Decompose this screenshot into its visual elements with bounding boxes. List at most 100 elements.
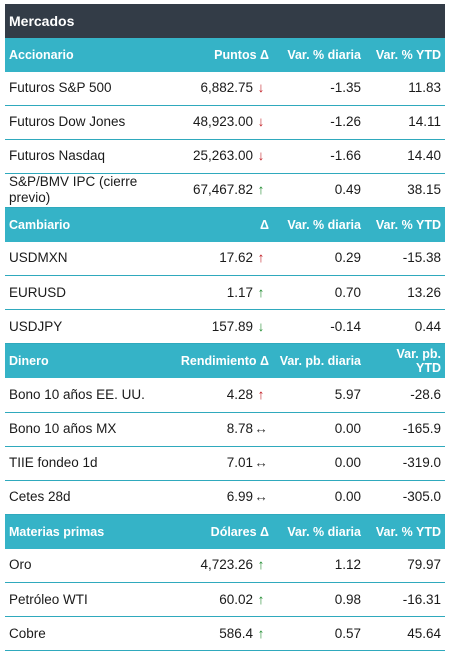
value-cell: 6.99↔ — [163, 480, 273, 515]
value-cell: 157.89 ↓ — [163, 309, 273, 344]
ytd-change: 11.83 — [365, 72, 445, 106]
instrument-name: Oro — [5, 548, 163, 583]
value-cell: 1.17 ↑ — [163, 275, 273, 310]
table-row: Cetes 28d 6.99↔ 0.00 -305.0 — [5, 480, 445, 515]
value-cell: 6,882.75 ↓ — [163, 72, 273, 106]
value-cell: 8.78↔ — [163, 412, 273, 447]
value: 586.4 — [219, 625, 253, 641]
markets-table: Accionario Puntos Δ Var. % diaria Var. % YT… — [5, 38, 445, 651]
flat-arrow-icon: ↔ — [254, 489, 268, 504]
column-header: Dólares Δ — [163, 514, 273, 549]
instrument-name: Futuros Nasdaq — [5, 139, 163, 174]
value: 157.89 — [211, 318, 253, 334]
section-header-accionario: Accionario Puntos Δ Var. % diaria Var. % YT… — [5, 38, 445, 72]
daily-change: -1.35 — [273, 72, 365, 106]
instrument-name: S&P/BMV IPC (cierre previo) — [5, 173, 163, 208]
up-arrow-icon: ↑ — [257, 557, 265, 573]
down-arrow-icon: ↓ — [257, 80, 265, 96]
daily-change: -1.66 — [273, 139, 365, 174]
column-header: Dinero — [5, 343, 163, 378]
column-header: Var. % YTD — [365, 38, 445, 72]
table-row: Petróleo WTI 60.02 ↑ 0.98 -16.31 — [5, 582, 445, 617]
instrument-name: EURUSD — [5, 275, 163, 310]
flat-arrow-icon: ↔ — [254, 455, 268, 470]
table-row: Bono 10 años MX 8.78↔ 0.00 -165.9 — [5, 412, 445, 447]
ytd-change: -305.0 — [365, 480, 445, 515]
instrument-name: Petróleo WTI — [5, 582, 163, 617]
column-header: Cambiario — [5, 207, 163, 242]
markets-panel: Mercados Accionario Puntos Δ Var. % diaria… — [5, 4, 445, 651]
value-cell: 48,923.00 ↓ — [163, 105, 273, 140]
value: 60.02 — [219, 591, 253, 607]
ytd-change: 79.97 — [365, 548, 445, 583]
ytd-change: 38.15 — [365, 173, 445, 208]
up-arrow-icon: ↑ — [257, 250, 265, 266]
table-row: TIIE fondeo 1d 7.01↔ 0.00 -319.0 — [5, 446, 445, 481]
column-header: Var. % YTD — [365, 514, 445, 549]
daily-change: -0.14 — [273, 309, 365, 344]
daily-change: 0.00 — [273, 446, 365, 481]
ytd-change: -28.6 — [365, 378, 445, 413]
instrument-name: Futuros Dow Jones — [5, 105, 163, 140]
column-header: Var. % diaria — [273, 514, 365, 549]
value: 4,723.26 — [200, 557, 253, 573]
value-cell: 60.02 ↑ — [163, 582, 273, 617]
daily-change: 0.00 — [273, 412, 365, 447]
value-cell: 67,467.82 ↑ — [163, 173, 273, 208]
value-cell: 586.4 ↑ — [163, 616, 273, 651]
column-header: Var. % diaria — [273, 207, 365, 242]
column-header: Var. pb. YTD — [365, 343, 445, 378]
table-row: Futuros S&P 500 6,882.75 ↓ -1.35 11.83 — [5, 72, 445, 106]
section-header-cambiario: Cambiario Δ Var. % diaria Var. % YTD — [5, 207, 445, 242]
value: 17.62 — [219, 250, 253, 266]
daily-change: 0.49 — [273, 173, 365, 208]
flat-arrow-icon: ↔ — [254, 421, 268, 436]
up-arrow-icon: ↑ — [257, 386, 265, 402]
up-arrow-icon: ↑ — [257, 284, 265, 300]
ytd-change: 13.26 — [365, 275, 445, 310]
instrument-name: Bono 10 años MX — [5, 412, 163, 447]
value: 7.01 — [226, 455, 253, 470]
column-header: Rendimiento Δ — [163, 343, 273, 378]
section-header-dinero: Dinero Rendimiento Δ Var. pb. diaria Var. p… — [5, 343, 445, 378]
table-row: Bono 10 años EE. UU. 4.28 ↑ 5.97 -28.6 — [5, 378, 445, 413]
value-cell: 7.01↔ — [163, 446, 273, 481]
daily-change: 1.12 — [273, 548, 365, 583]
down-arrow-icon: ↓ — [257, 318, 265, 334]
column-header: Puntos Δ — [163, 38, 273, 72]
value: 67,467.82 — [192, 182, 253, 197]
daily-change: 0.29 — [273, 241, 365, 276]
daily-change: 0.70 — [273, 275, 365, 310]
up-arrow-icon: ↑ — [257, 625, 265, 641]
ytd-change: -15.38 — [365, 241, 445, 276]
value-cell: 4,723.26 ↑ — [163, 548, 273, 583]
instrument-name: Futuros S&P 500 — [5, 72, 163, 106]
value: 8.78 — [226, 421, 253, 436]
daily-change: 0.57 — [273, 616, 365, 651]
value: 6.99 — [226, 489, 253, 504]
ytd-change: -165.9 — [365, 412, 445, 447]
column-header: Accionario — [5, 38, 163, 72]
ytd-change: 14.40 — [365, 139, 445, 174]
value: 6,882.75 — [200, 80, 253, 96]
column-header: Var. pb. diaria — [273, 343, 365, 378]
daily-change: 0.98 — [273, 582, 365, 617]
value: 48,923.00 — [192, 114, 253, 129]
instrument-name: USDMXN — [5, 241, 163, 276]
table-row: USDMXN 17.62 ↑ 0.29 -15.38 — [5, 241, 445, 276]
instrument-name: Cobre — [5, 616, 163, 651]
up-arrow-icon: ↑ — [257, 182, 265, 197]
column-header: Var. % diaria — [273, 38, 365, 72]
value: 4.28 — [226, 386, 253, 402]
column-header: Materias primas — [5, 514, 163, 549]
column-header: Δ — [163, 207, 273, 242]
daily-change: 5.97 — [273, 378, 365, 413]
table-row: USDJPY 157.89 ↓ -0.14 0.44 — [5, 309, 445, 344]
table-row: Cobre 586.4 ↑ 0.57 45.64 — [5, 616, 445, 651]
value-cell: 25,263.00 ↓ — [163, 139, 273, 174]
table-row: EURUSD 1.17 ↑ 0.70 13.26 — [5, 275, 445, 310]
instrument-name: Cetes 28d — [5, 480, 163, 515]
daily-change: 0.00 — [273, 480, 365, 515]
down-arrow-icon: ↓ — [257, 114, 265, 129]
table-row: Futuros Dow Jones 48,923.00 ↓ -1.26 14.11 — [5, 105, 445, 140]
